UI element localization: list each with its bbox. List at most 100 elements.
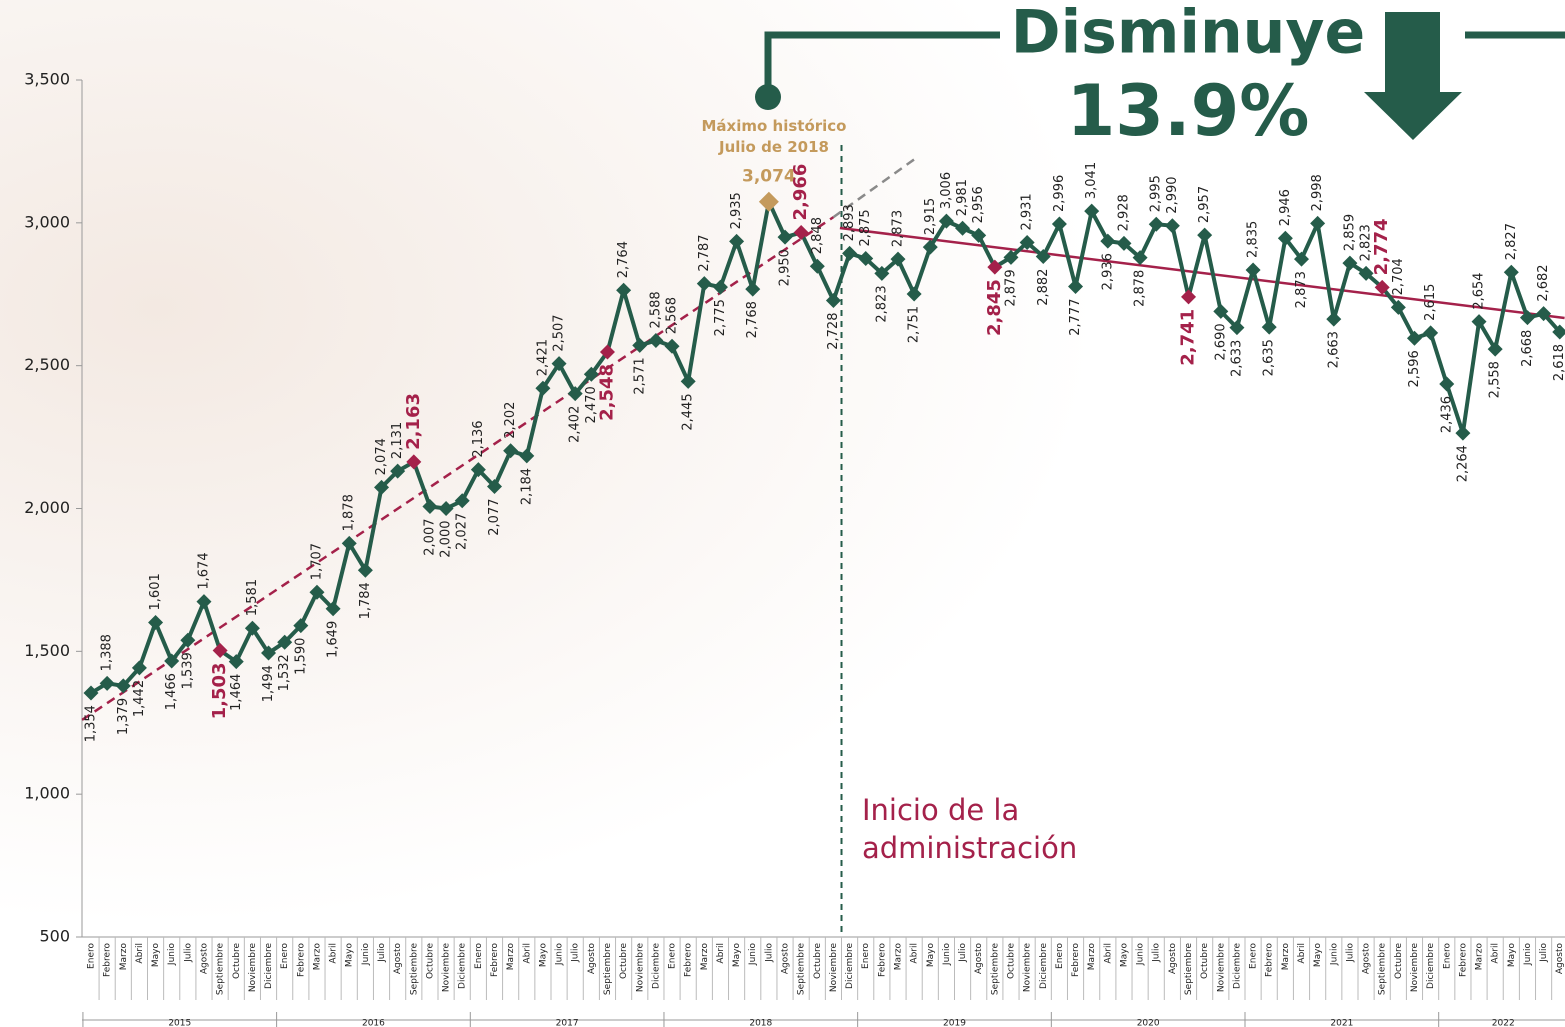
year-label: 2017: [556, 1019, 579, 1027]
value-label: 2,936: [1100, 253, 1115, 290]
data-point: [180, 632, 196, 648]
max-title: Máximo histórico: [702, 117, 847, 135]
year-label: 2020: [1137, 1019, 1160, 1027]
data-point: [277, 634, 293, 650]
value-label: 1,494: [261, 665, 276, 702]
highlight-value-label: 2,548: [596, 364, 617, 421]
data-point: [325, 601, 341, 617]
x-tick-label: Febrero: [877, 943, 887, 977]
data-point: [1116, 235, 1132, 251]
data-point: [470, 462, 486, 478]
x-tick-label: Mayo: [1313, 943, 1323, 968]
value-label: 2,777: [1068, 299, 1083, 336]
value-label: 2,184: [519, 468, 534, 505]
trend-line: [832, 156, 919, 219]
data-point: [212, 642, 228, 658]
data-point: [487, 479, 502, 495]
highlight-value-label: 2,774: [1371, 218, 1392, 275]
data-point: [1035, 249, 1051, 265]
value-label: 1,379: [116, 698, 131, 735]
data-point: [616, 282, 632, 298]
value-label: 2,751: [907, 306, 922, 343]
highlight-value-label: 2,845: [984, 279, 1005, 336]
data-point: [971, 227, 987, 243]
data-point: [777, 229, 793, 245]
x-tick-label: Diciembre: [458, 943, 468, 989]
x-tick-label: Agosto: [587, 943, 597, 975]
value-label: 2,136: [471, 420, 486, 457]
value-label: 2,882: [1036, 269, 1051, 306]
admin-note: Inicio de la administración: [862, 793, 1077, 865]
headline-value: 13.9%: [1067, 70, 1310, 152]
value-label: 1,707: [309, 543, 324, 580]
x-tick-label: Abril: [716, 943, 726, 964]
value-label: 2,873: [891, 210, 906, 247]
data-point: [1277, 230, 1293, 246]
data-point: [1374, 279, 1390, 295]
value-label: 2,615: [1423, 284, 1438, 321]
highlight-value-label: 2,163: [403, 393, 424, 450]
data-point: [341, 535, 357, 551]
x-tick-label: Diciembre: [651, 943, 661, 989]
x-tick-label: Abril: [1491, 943, 1501, 964]
value-label: 2,596: [1407, 350, 1422, 387]
x-tick-label: Marzo: [894, 943, 904, 971]
down-arrow: [1364, 12, 1462, 140]
value-label: 2,663: [1326, 331, 1341, 368]
data-point: [758, 191, 779, 212]
headline-bracket: [764, 31, 1565, 97]
data-point: [293, 618, 309, 634]
year-label: 2016: [362, 1019, 385, 1027]
x-tick-label: Octubre: [619, 943, 629, 979]
value-label: 1,539: [180, 652, 195, 689]
x-tick-label: Noviembre: [1216, 943, 1226, 993]
data-point: [1423, 325, 1439, 341]
value-label: 2,445: [681, 393, 696, 430]
x-tick-label: Julio: [183, 943, 193, 963]
x-tick-label: Marzo: [119, 943, 129, 971]
plot: 500 1,000 1,500 2,000 2,500 3,000 3,500 Enero Fe…: [24, 70, 1565, 1027]
trend-line: [81, 216, 835, 721]
x-tick-label: Septiembre: [1378, 943, 1388, 996]
x-tick-label: Septiembre: [1184, 943, 1194, 996]
x-tick-label: Febrero: [1071, 943, 1081, 977]
x-tick-label: Enero: [87, 943, 97, 969]
y-tick-label: 500: [39, 927, 70, 946]
data-point: [503, 443, 519, 459]
value-label: 2,990: [1165, 176, 1180, 213]
value-label: 2,588: [648, 291, 663, 328]
x-tick-label: Enero: [280, 943, 290, 969]
value-label: 1,464: [229, 674, 244, 711]
value-label: 2,635: [1262, 339, 1277, 376]
data-point: [1148, 216, 1164, 232]
x-tick-label: Mayo: [151, 943, 161, 968]
x-tick-label: Junio: [167, 943, 177, 967]
value-label: 2,935: [729, 192, 744, 229]
x-tick-label: Agosto: [199, 943, 209, 975]
value-label: 1,466: [164, 673, 179, 710]
year-label: 2015: [168, 1019, 191, 1027]
x-tick-label: Febrero: [296, 943, 306, 977]
x-tick-label: Agosto: [1362, 943, 1372, 975]
value-label: 2,823: [874, 285, 889, 322]
highlight-value-label: 1,503: [209, 662, 230, 719]
x-tick-label: Julio: [764, 943, 774, 963]
value-label: 2,878: [1133, 270, 1148, 307]
data-point: [1455, 425, 1471, 441]
data-point: [599, 344, 615, 360]
x-tick-label: Agosto: [1168, 943, 1178, 975]
data-point: [729, 233, 745, 249]
value-label: 1,590: [293, 638, 308, 675]
x-tick-label: Agosto: [393, 943, 403, 975]
data-point: [309, 584, 325, 600]
value-label: 2,996: [1052, 175, 1067, 212]
data-point: [374, 479, 390, 495]
value-label: 1,354: [84, 705, 99, 742]
data-point: [1406, 330, 1422, 346]
x-tick-label: Octubre: [1394, 943, 1404, 979]
x-tick-label: Diciembre: [1426, 943, 1436, 989]
data-point: [906, 286, 922, 302]
value-label: 2,879: [1003, 269, 1018, 306]
x-tick-label: Julio: [1152, 943, 1162, 963]
